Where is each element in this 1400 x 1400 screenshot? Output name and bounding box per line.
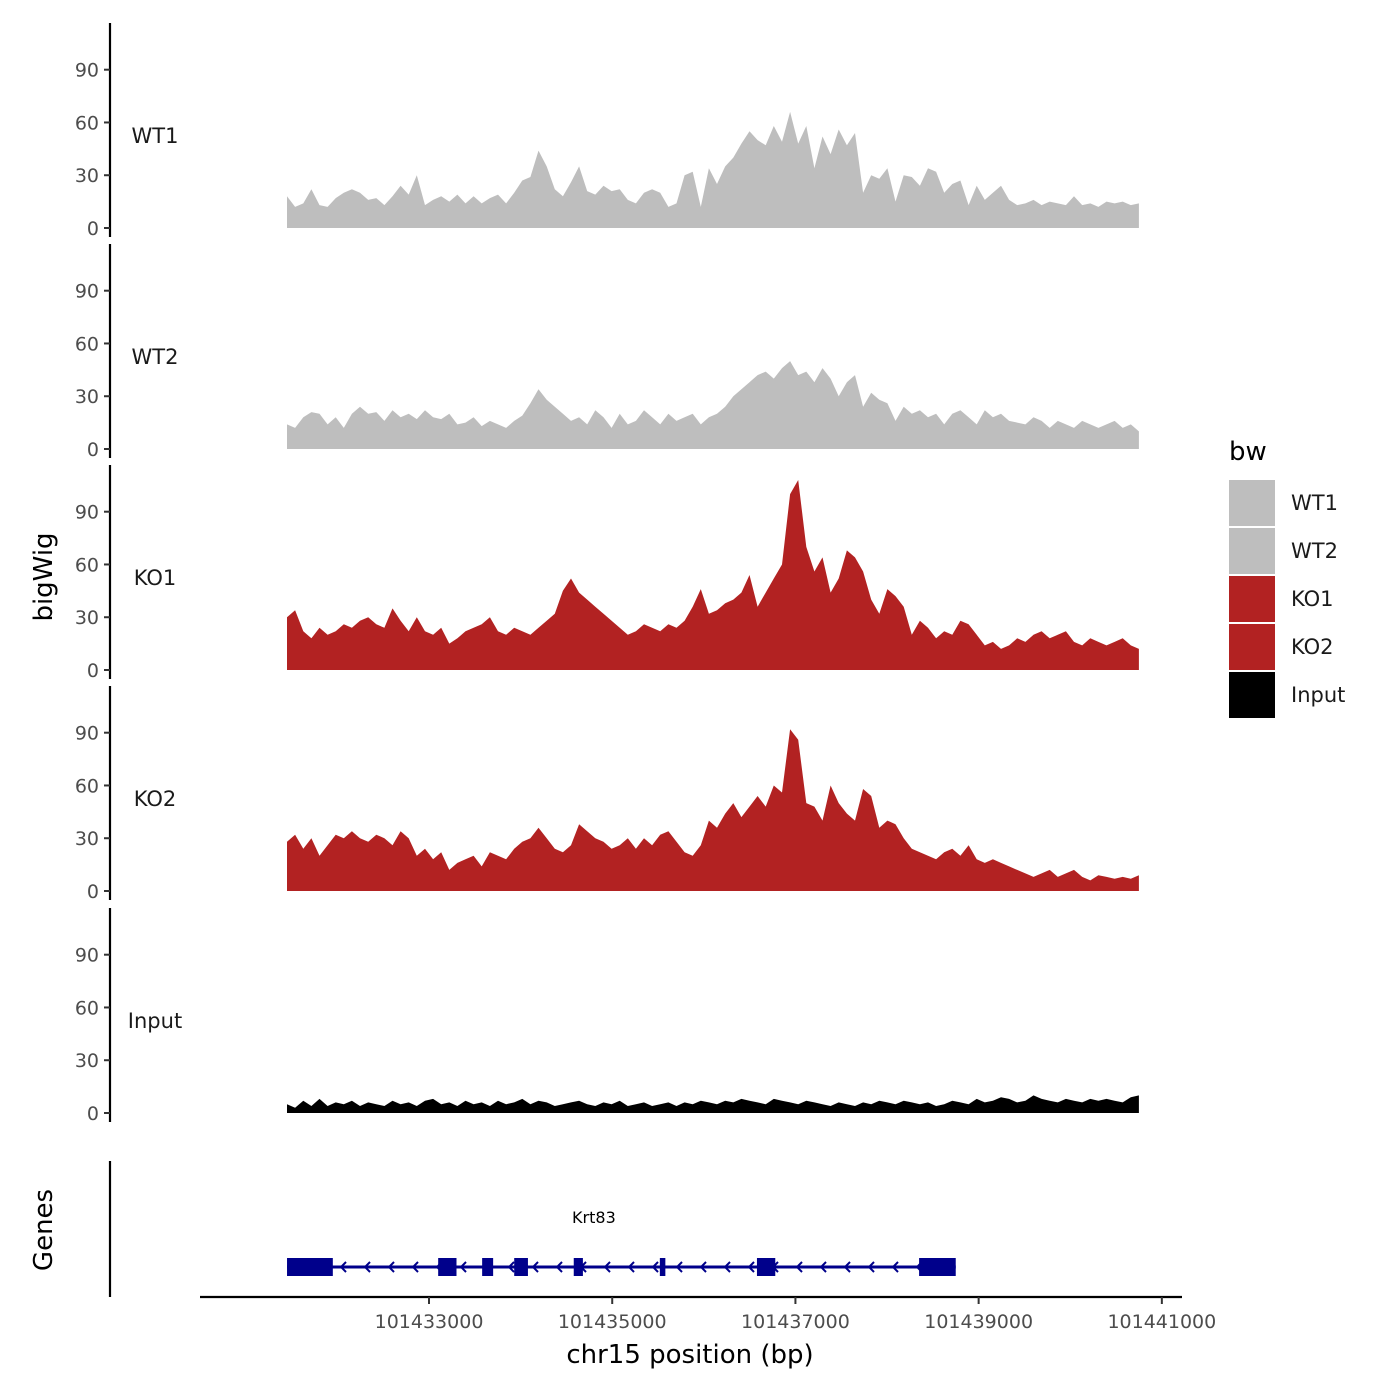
strand-arrow bbox=[867, 1261, 875, 1273]
x-tick-label: 101433000 bbox=[375, 1311, 484, 1333]
strand-arrow bbox=[819, 1261, 827, 1273]
strand-arrow bbox=[507, 1261, 515, 1273]
track-wt2: 0 30 60 90 WT2 bbox=[75, 244, 1139, 461]
exon bbox=[438, 1258, 457, 1276]
x-tick-label: 101441000 bbox=[1107, 1311, 1216, 1333]
exon bbox=[919, 1258, 956, 1276]
y-tick-label: 0 bbox=[87, 439, 99, 461]
y-tick-label: 90 bbox=[75, 60, 99, 82]
y-tick-label: 30 bbox=[75, 828, 99, 850]
strand-arrow bbox=[675, 1261, 683, 1273]
exon bbox=[756, 1258, 776, 1276]
legend-label-wt2: WT2 bbox=[1291, 539, 1338, 563]
legend-swatch-wt2 bbox=[1229, 528, 1275, 574]
strand-arrow bbox=[891, 1261, 899, 1273]
x-axis-title: chr15 position (bp) bbox=[566, 1340, 813, 1370]
legend-label-ko2: KO2 bbox=[1291, 635, 1334, 659]
y-tick-label: 0 bbox=[87, 660, 99, 682]
track-label-wt1: WT1 bbox=[132, 124, 179, 148]
track-label-ko2: KO2 bbox=[134, 787, 177, 811]
y-axis-title: bigWig bbox=[29, 532, 59, 621]
y-tick-label: 0 bbox=[87, 218, 99, 240]
coverage-area-input bbox=[287, 1095, 1139, 1113]
track-input: 0 30 60 90 Input bbox=[75, 908, 1139, 1125]
x-tick-label: 101439000 bbox=[924, 1311, 1033, 1333]
track-ko1: 0 30 60 90 KO1 bbox=[75, 465, 1139, 682]
exon bbox=[482, 1258, 494, 1276]
y-tick-label: 60 bbox=[75, 554, 99, 576]
genes-axis-title: Genes bbox=[29, 1189, 59, 1271]
y-tick-label: 60 bbox=[75, 775, 99, 797]
y-tick-label: 30 bbox=[75, 1050, 99, 1072]
strand-arrow bbox=[843, 1261, 851, 1273]
coverage-area-wt2 bbox=[287, 361, 1139, 449]
y-tick-label: 0 bbox=[87, 1103, 99, 1125]
legend-label-wt1: WT1 bbox=[1291, 491, 1338, 515]
legend: bw WT1 WT2 KO1 KO2 Input bbox=[1229, 437, 1345, 718]
exon bbox=[514, 1258, 528, 1276]
coverage-area-wt1 bbox=[287, 111, 1139, 228]
x-tick-label: 101435000 bbox=[558, 1311, 667, 1333]
strand-arrow bbox=[651, 1261, 659, 1273]
exon bbox=[573, 1258, 583, 1276]
legend-swatch-wt1 bbox=[1229, 480, 1275, 526]
track-ko2: 0 30 60 90 KO2 bbox=[75, 686, 1139, 903]
strand-arrow bbox=[531, 1261, 539, 1273]
legend-swatch-ko2 bbox=[1229, 624, 1275, 670]
strand-arrow bbox=[723, 1261, 731, 1273]
track-wt1: 0 30 60 90 WT1 bbox=[75, 23, 1139, 240]
strand-arrow bbox=[459, 1261, 467, 1273]
x-tick-label: 101437000 bbox=[741, 1311, 850, 1333]
track-label-wt2: WT2 bbox=[132, 345, 179, 369]
y-tick-label: 90 bbox=[75, 723, 99, 745]
coverage-area-ko1 bbox=[287, 480, 1139, 670]
strand-arrow bbox=[339, 1261, 347, 1273]
exon bbox=[659, 1258, 666, 1276]
gene-label: Krt83 bbox=[572, 1208, 616, 1227]
x-axis: 101433000 101435000 101437000 101439000 1014… bbox=[200, 1295, 1216, 1333]
legend-swatch-input bbox=[1229, 672, 1275, 718]
strand-arrow bbox=[411, 1261, 419, 1273]
strand-arrow bbox=[555, 1261, 563, 1273]
legend-title: bw bbox=[1229, 437, 1267, 467]
track-label-ko1: KO1 bbox=[134, 566, 177, 590]
y-tick-label: 90 bbox=[75, 945, 99, 967]
strand-arrow bbox=[387, 1261, 395, 1273]
y-tick-label: 60 bbox=[75, 333, 99, 355]
strand-arrow bbox=[603, 1261, 611, 1273]
y-tick-label: 30 bbox=[75, 607, 99, 629]
track-label-input: Input bbox=[128, 1009, 182, 1033]
legend-label-input: Input bbox=[1291, 683, 1345, 707]
y-tick-label: 30 bbox=[75, 165, 99, 187]
legend-label-ko1: KO1 bbox=[1291, 587, 1334, 611]
strand-arrow bbox=[747, 1261, 755, 1273]
y-tick-label: 60 bbox=[75, 997, 99, 1019]
exon bbox=[287, 1258, 333, 1276]
y-tick-label: 30 bbox=[75, 386, 99, 408]
legend-swatch-ko1 bbox=[1229, 576, 1275, 622]
strand-arrow bbox=[795, 1261, 803, 1273]
genes-panel: Krt83 bbox=[108, 1161, 956, 1297]
strand-arrow bbox=[627, 1261, 635, 1273]
track-panels: 0 30 60 90 WT1 0 30 60 90 WT2 0 30 60 90 KO1 0 30 60 90 KO2… bbox=[75, 23, 1139, 1125]
y-tick-label: 0 bbox=[87, 881, 99, 903]
y-tick-label: 60 bbox=[75, 112, 99, 134]
coverage-area-ko2 bbox=[287, 729, 1139, 891]
strand-arrow bbox=[363, 1261, 371, 1273]
y-tick-label: 90 bbox=[75, 281, 99, 303]
y-tick-label: 90 bbox=[75, 502, 99, 524]
strand-arrow bbox=[699, 1261, 707, 1273]
